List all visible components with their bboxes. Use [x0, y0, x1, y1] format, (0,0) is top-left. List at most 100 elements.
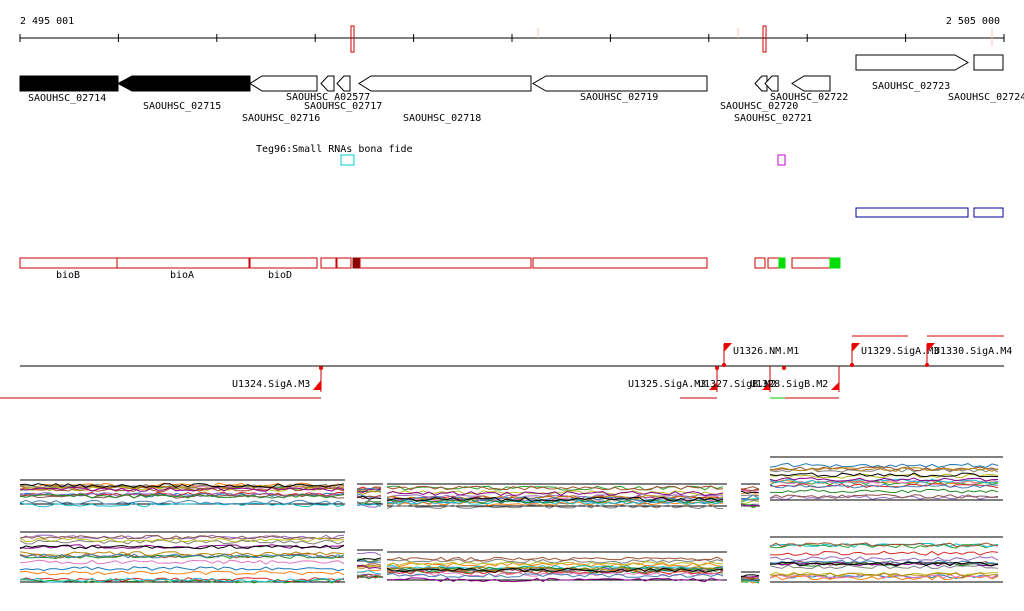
expression-line — [356, 500, 382, 506]
expression-line — [19, 553, 345, 559]
srna-box[interactable] — [777, 154, 786, 166]
expression-line — [769, 495, 999, 500]
expression-line — [769, 542, 999, 548]
gene-label: SAOUHSC_02721 — [734, 113, 812, 124]
feature-box[interactable] — [855, 207, 969, 218]
srna-label: Teg96:Small RNAs bona fide — [256, 144, 413, 155]
operon-box[interactable] — [116, 257, 250, 269]
expression-line — [769, 473, 999, 479]
expression-line — [356, 559, 382, 562]
expression-line — [386, 494, 724, 499]
expression-line — [356, 487, 382, 493]
expression-line — [386, 571, 724, 577]
expression-line — [740, 490, 760, 494]
gene-arrow[interactable] — [791, 75, 831, 92]
expression-line — [19, 577, 345, 583]
operon-box[interactable] — [320, 257, 337, 269]
expression-line — [769, 483, 999, 489]
expression-line — [356, 575, 382, 580]
operon-name: bioA — [170, 270, 194, 281]
promoter-marker[interactable] — [850, 335, 908, 367]
gene-arrow[interactable] — [855, 54, 970, 71]
expression-line — [769, 472, 999, 478]
gene-label: SAOUHSC_02718 — [403, 113, 481, 124]
expression-line — [19, 551, 345, 557]
expression-line — [356, 499, 381, 504]
expression-line — [19, 577, 345, 583]
promoter-marker[interactable] — [0, 366, 323, 399]
expression-line — [740, 494, 760, 497]
gene-arrow[interactable] — [336, 75, 351, 92]
promoter-marker[interactable] — [762, 366, 786, 399]
operon-box[interactable] — [829, 257, 841, 269]
gene-label: SAOUHSC_02722 — [770, 92, 848, 103]
gene-arrow[interactable] — [320, 75, 335, 92]
gene-arrow[interactable] — [754, 75, 768, 92]
feature-box[interactable] — [973, 207, 1004, 218]
expression-line — [356, 551, 382, 556]
operon-box[interactable] — [754, 257, 766, 269]
gene-track: SAOUHSC_02714 SAOUHSC_02715 SAOUHSC_0271… — [19, 54, 1024, 124]
operon-box[interactable] — [778, 257, 786, 269]
promoter-marker[interactable] — [680, 366, 719, 399]
expression-line — [386, 504, 724, 510]
operon-box[interactable] — [532, 257, 708, 269]
srna-box[interactable] — [340, 154, 355, 166]
gene-arrow[interactable] — [116, 75, 251, 92]
operon-box[interactable] — [767, 257, 780, 269]
operon-name: bioD — [268, 270, 292, 281]
expression-line — [386, 561, 724, 567]
promoter-label: U1326.NM.M1 — [733, 346, 799, 357]
expression-line — [740, 577, 760, 580]
promoter-marker[interactable] — [722, 343, 732, 367]
blue-feature-track — [855, 207, 1004, 218]
expression-line — [19, 554, 345, 560]
expression-line — [386, 567, 724, 573]
gene-label: SAOUHSC_02716 — [242, 113, 320, 124]
promoter-marker[interactable] — [925, 335, 1004, 367]
promoter-label: U1329.SigA.M3 — [861, 346, 939, 357]
gene-arrow[interactable] — [19, 75, 119, 92]
promoter-label: U1325.SigA.M3 — [628, 379, 706, 390]
expression-line — [356, 490, 382, 495]
ruler-end-label: 2 505 000 — [946, 16, 1000, 27]
expression-line — [19, 484, 345, 490]
expression-line — [356, 494, 382, 500]
expression-line — [356, 564, 382, 569]
operon-box[interactable] — [249, 257, 318, 269]
expression-line — [740, 486, 760, 490]
expression-line — [386, 485, 724, 491]
expression-line — [740, 488, 760, 493]
gene-label: SAOUHSC_02719 — [580, 92, 658, 103]
expression-line — [769, 572, 999, 577]
expression-line — [769, 483, 999, 489]
promoter-marker[interactable] — [782, 366, 840, 399]
expression-line — [740, 504, 760, 507]
gene-arrow[interactable] — [358, 75, 532, 92]
expression-line — [769, 575, 999, 581]
gene-arrow[interactable] — [531, 75, 708, 92]
expression-line — [356, 495, 382, 500]
expression-line — [770, 488, 999, 494]
operon-track: bioB bioA bioD — [19, 257, 841, 281]
operon-box[interactable] — [19, 257, 118, 269]
gene-label: SAOUHSC_02715 — [143, 101, 221, 112]
expression-line — [356, 488, 382, 494]
expression-line — [386, 577, 724, 583]
expression-line — [741, 494, 760, 500]
expression-line — [19, 486, 345, 492]
promoter-label: U1330.SigA.M4 — [934, 346, 1012, 357]
gene-arrow[interactable] — [764, 75, 779, 92]
expression-profile-track — [19, 456, 1003, 584]
operon-box[interactable] — [359, 257, 532, 269]
operon-box[interactable] — [352, 257, 361, 269]
ruler-start-label: 2 495 001 — [20, 16, 74, 27]
expression-line — [769, 542, 999, 548]
operon-box[interactable] — [791, 257, 831, 269]
expression-line — [356, 557, 382, 562]
expression-line — [356, 565, 382, 570]
gene-arrow[interactable] — [973, 54, 1004, 71]
srna-track: Teg96:Small RNAs bona fide — [256, 144, 786, 166]
operon-box[interactable] — [336, 257, 352, 269]
gene-arrow[interactable] — [249, 75, 318, 92]
